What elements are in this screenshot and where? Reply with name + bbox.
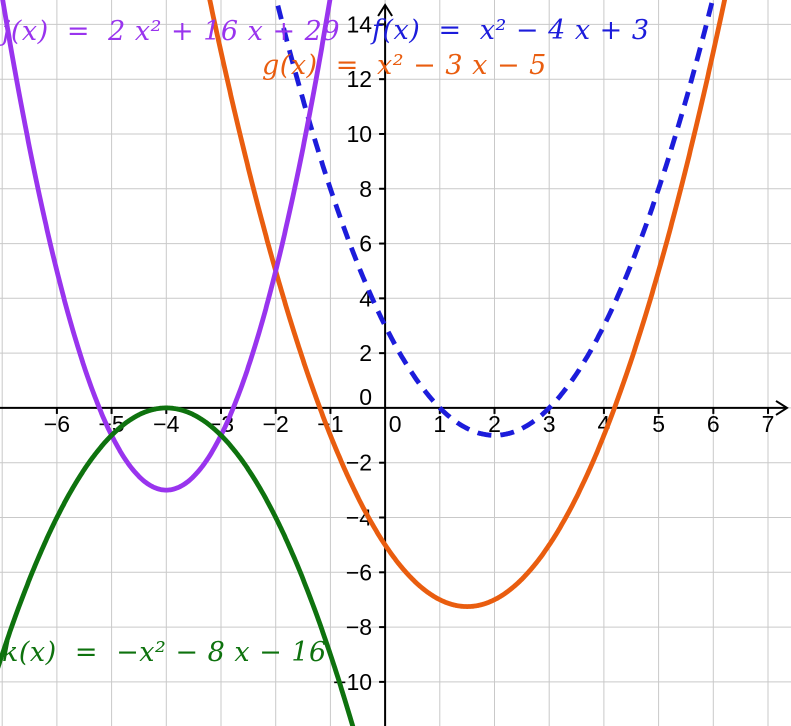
x-tick-label: 2 (488, 411, 501, 437)
x-tick-label: 5 (652, 411, 665, 437)
x-axis-arrow-icon (775, 400, 789, 416)
function-label-j[interactable]: j(x) = 2 x² + 16 x + 29 (2, 16, 341, 47)
axes (0, 3, 789, 726)
y-tick-label: −8 (346, 614, 372, 640)
x-tick-label: −2 (263, 411, 289, 437)
x-tick-label: 3 (543, 411, 556, 437)
function-label-f[interactable]: f(x) = x² − 4 x + 3 (372, 15, 650, 46)
y-tick-label: 14 (347, 11, 373, 37)
y-tick-label: 2 (359, 340, 372, 366)
y-tick-label: −2 (346, 450, 372, 476)
y-tick-label: 12 (347, 66, 373, 92)
tick-marks (55, 23, 770, 683)
x-tick-label: −6 (44, 411, 70, 437)
y-axis-arrow-icon (377, 3, 393, 17)
y-tick-label: 8 (359, 176, 372, 202)
function-label-k[interactable]: k(x) = −x² − 8 x − 16 (2, 637, 327, 668)
x-tick-label: −4 (153, 411, 179, 437)
x-tick-label: 6 (707, 411, 720, 437)
function-curve-f[interactable] (193, 0, 791, 438)
function-curve-k[interactable] (0, 405, 791, 726)
function-curve-g[interactable] (136, 0, 791, 609)
function-label-g[interactable]: g(x) = x² − 3 x − 5 (262, 50, 547, 81)
x-tick-label: 1 (433, 411, 446, 437)
function-curve-j[interactable] (0, 0, 791, 493)
y-tick-label: 6 (359, 231, 372, 257)
x-tick-label: 0 (389, 411, 402, 437)
x-tick-label: 7 (762, 411, 775, 437)
y-tick-label: 10 (347, 121, 373, 147)
y-tick-label: −6 (346, 559, 372, 585)
y-tick-label: 0 (359, 384, 372, 410)
